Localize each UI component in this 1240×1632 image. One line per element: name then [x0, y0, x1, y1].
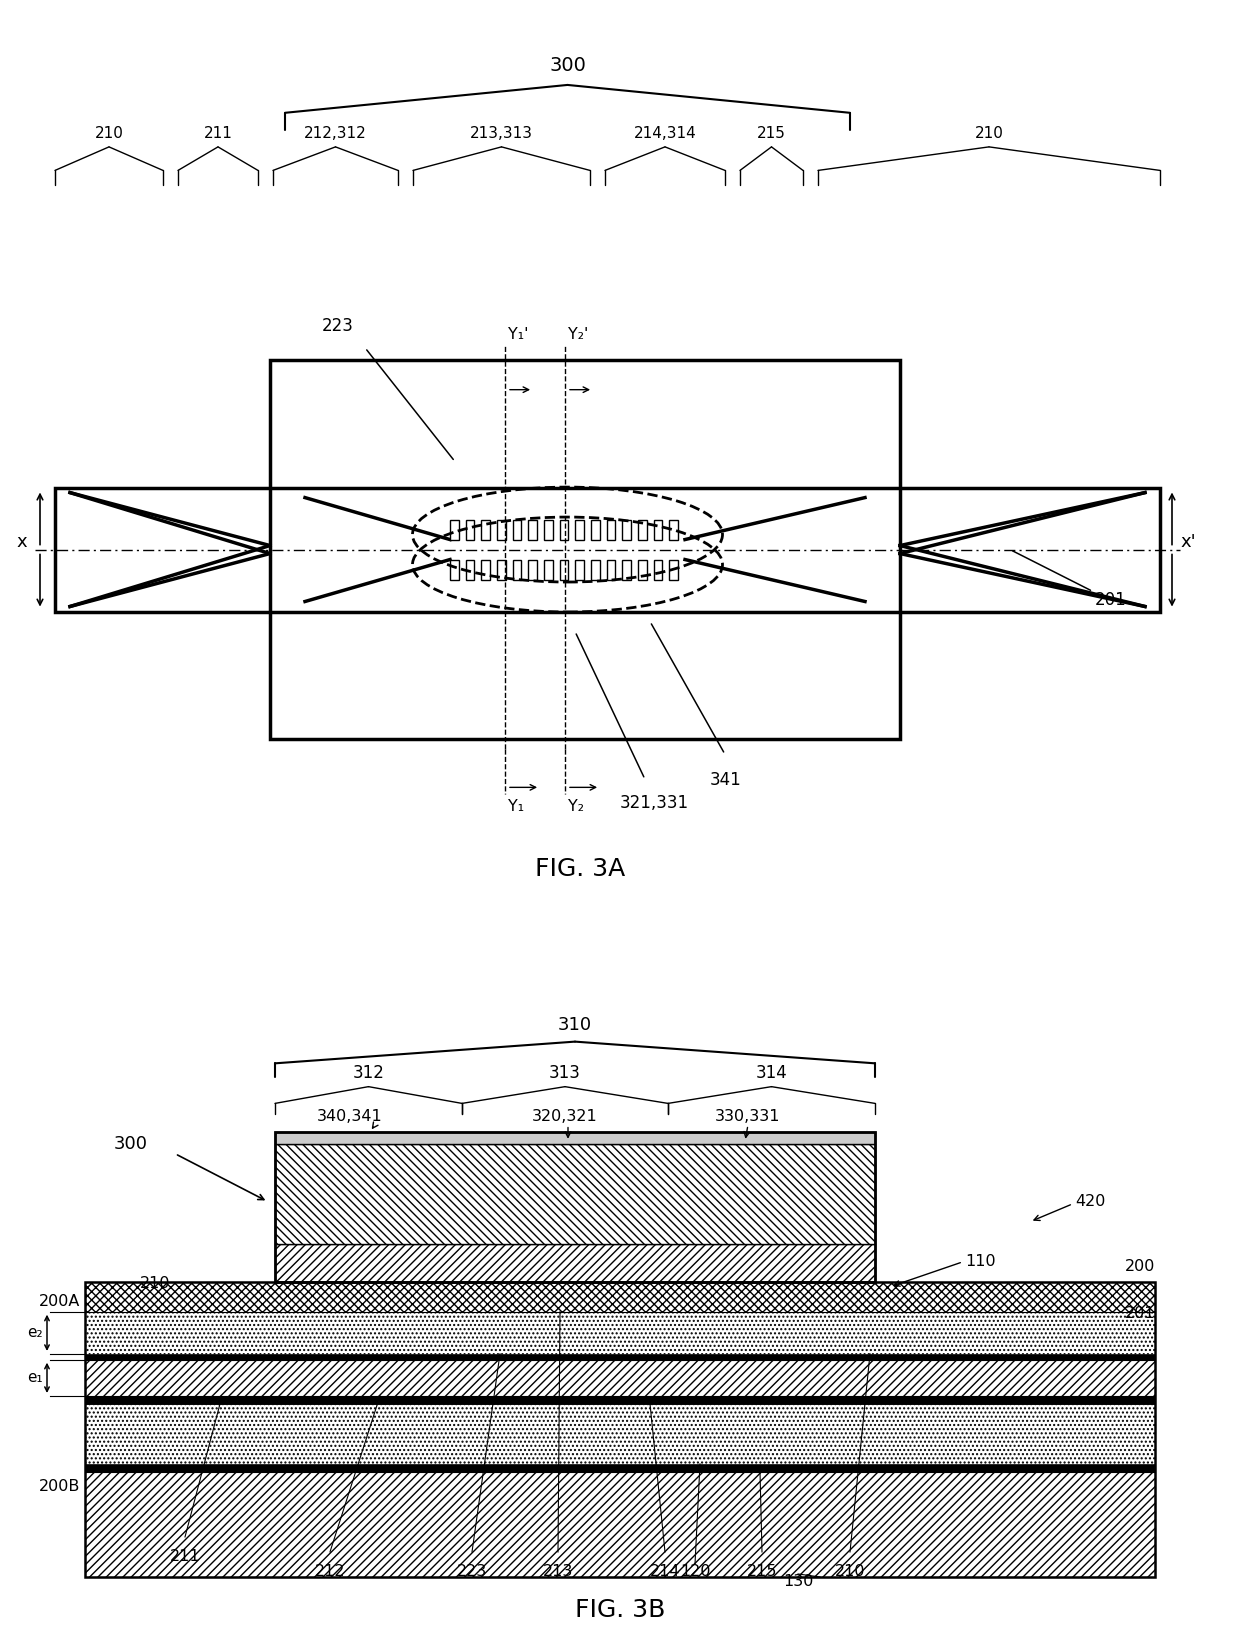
Text: 130: 130: [782, 1573, 813, 1590]
Bar: [622, 560, 631, 579]
Bar: [450, 560, 459, 579]
Text: 215: 215: [758, 126, 786, 140]
Text: 300: 300: [114, 1134, 148, 1152]
Text: 213: 213: [543, 1563, 573, 1578]
Bar: [670, 519, 678, 540]
Bar: [497, 519, 506, 540]
Bar: [528, 560, 537, 579]
Text: 341: 341: [711, 772, 742, 790]
Text: 215: 215: [746, 1563, 777, 1578]
Bar: [86, 1355, 1154, 1359]
Bar: [450, 519, 459, 540]
Text: 210: 210: [975, 126, 1003, 140]
Text: 210: 210: [94, 126, 124, 140]
Text: 210: 210: [835, 1563, 866, 1578]
Text: FIG. 3A: FIG. 3A: [534, 857, 625, 881]
Text: 312: 312: [352, 1064, 384, 1082]
Bar: [275, 1131, 875, 1144]
Bar: [86, 1359, 1154, 1395]
Bar: [481, 560, 490, 579]
Text: 200B: 200B: [38, 1479, 81, 1495]
Text: x: x: [16, 532, 27, 550]
Bar: [528, 519, 537, 540]
Text: Y₂: Y₂: [568, 800, 584, 814]
Bar: [86, 1404, 1154, 1464]
Bar: [606, 519, 615, 540]
Text: x': x': [1180, 532, 1195, 550]
Text: 211: 211: [203, 126, 232, 140]
Text: 223: 223: [322, 317, 353, 335]
Text: 201: 201: [1095, 591, 1127, 609]
Bar: [622, 519, 631, 540]
Bar: [481, 519, 490, 540]
Text: Y₁: Y₁: [508, 800, 525, 814]
Bar: [606, 560, 615, 579]
Text: 210: 210: [140, 1276, 171, 1291]
Bar: [591, 519, 600, 540]
Bar: [86, 1472, 1154, 1577]
Text: 201: 201: [1125, 1306, 1156, 1322]
Text: e₁: e₁: [27, 1371, 43, 1386]
Text: 200: 200: [1125, 1260, 1156, 1275]
Text: 211: 211: [170, 1549, 201, 1563]
Bar: [275, 1244, 875, 1281]
Bar: [544, 519, 553, 540]
Bar: [275, 1144, 875, 1244]
Bar: [86, 1464, 1154, 1472]
Bar: [270, 359, 900, 739]
Text: 313: 313: [549, 1064, 580, 1082]
Text: 314: 314: [755, 1064, 787, 1082]
Bar: [653, 560, 662, 579]
Bar: [466, 519, 474, 540]
Bar: [86, 1312, 1154, 1355]
Text: 212,312: 212,312: [304, 126, 367, 140]
Bar: [512, 519, 521, 540]
Text: 420: 420: [1075, 1195, 1105, 1209]
Bar: [512, 560, 521, 579]
Text: 300: 300: [549, 55, 587, 75]
Bar: [559, 519, 568, 540]
Bar: [275, 1131, 875, 1281]
Bar: [497, 560, 506, 579]
Text: 214: 214: [650, 1563, 681, 1578]
Text: 340,341: 340,341: [317, 1108, 383, 1124]
Text: 330,331: 330,331: [715, 1108, 781, 1124]
Bar: [670, 560, 678, 579]
Text: 212: 212: [315, 1563, 345, 1578]
Bar: [575, 519, 584, 540]
Bar: [559, 560, 568, 579]
Text: 214,314: 214,314: [634, 126, 697, 140]
Bar: [55, 488, 1159, 612]
Text: 321,331: 321,331: [620, 795, 689, 813]
Bar: [575, 560, 584, 579]
Bar: [86, 1281, 1154, 1577]
Text: Y₁': Y₁': [508, 326, 528, 341]
Bar: [639, 519, 646, 540]
Text: Y₂': Y₂': [568, 326, 588, 341]
Text: 110: 110: [965, 1255, 996, 1270]
Bar: [86, 1281, 1154, 1312]
Text: 310: 310: [558, 1015, 591, 1033]
Text: 320,321: 320,321: [532, 1108, 598, 1124]
Text: 213,313: 213,313: [470, 126, 533, 140]
Bar: [591, 560, 600, 579]
Text: 223: 223: [456, 1563, 487, 1578]
Text: FIG. 3B: FIG. 3B: [575, 1598, 665, 1622]
Bar: [653, 519, 662, 540]
Text: e₂: e₂: [27, 1325, 43, 1340]
Bar: [466, 560, 474, 579]
Text: 200A: 200A: [38, 1294, 81, 1309]
Bar: [544, 560, 553, 579]
Bar: [639, 560, 646, 579]
Bar: [86, 1395, 1154, 1404]
Text: 120: 120: [680, 1563, 711, 1578]
